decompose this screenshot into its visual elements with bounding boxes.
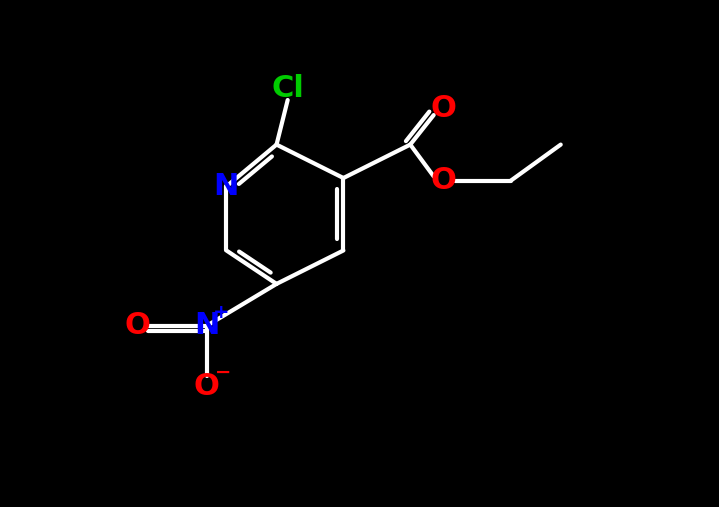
Text: O: O	[431, 166, 457, 195]
Text: N: N	[214, 172, 239, 201]
Text: N: N	[194, 311, 219, 340]
Text: O: O	[194, 373, 220, 402]
Text: −: −	[216, 363, 232, 382]
Text: +: +	[213, 303, 229, 322]
Text: O: O	[431, 94, 457, 123]
Text: O: O	[124, 311, 150, 340]
Text: Cl: Cl	[271, 75, 304, 103]
